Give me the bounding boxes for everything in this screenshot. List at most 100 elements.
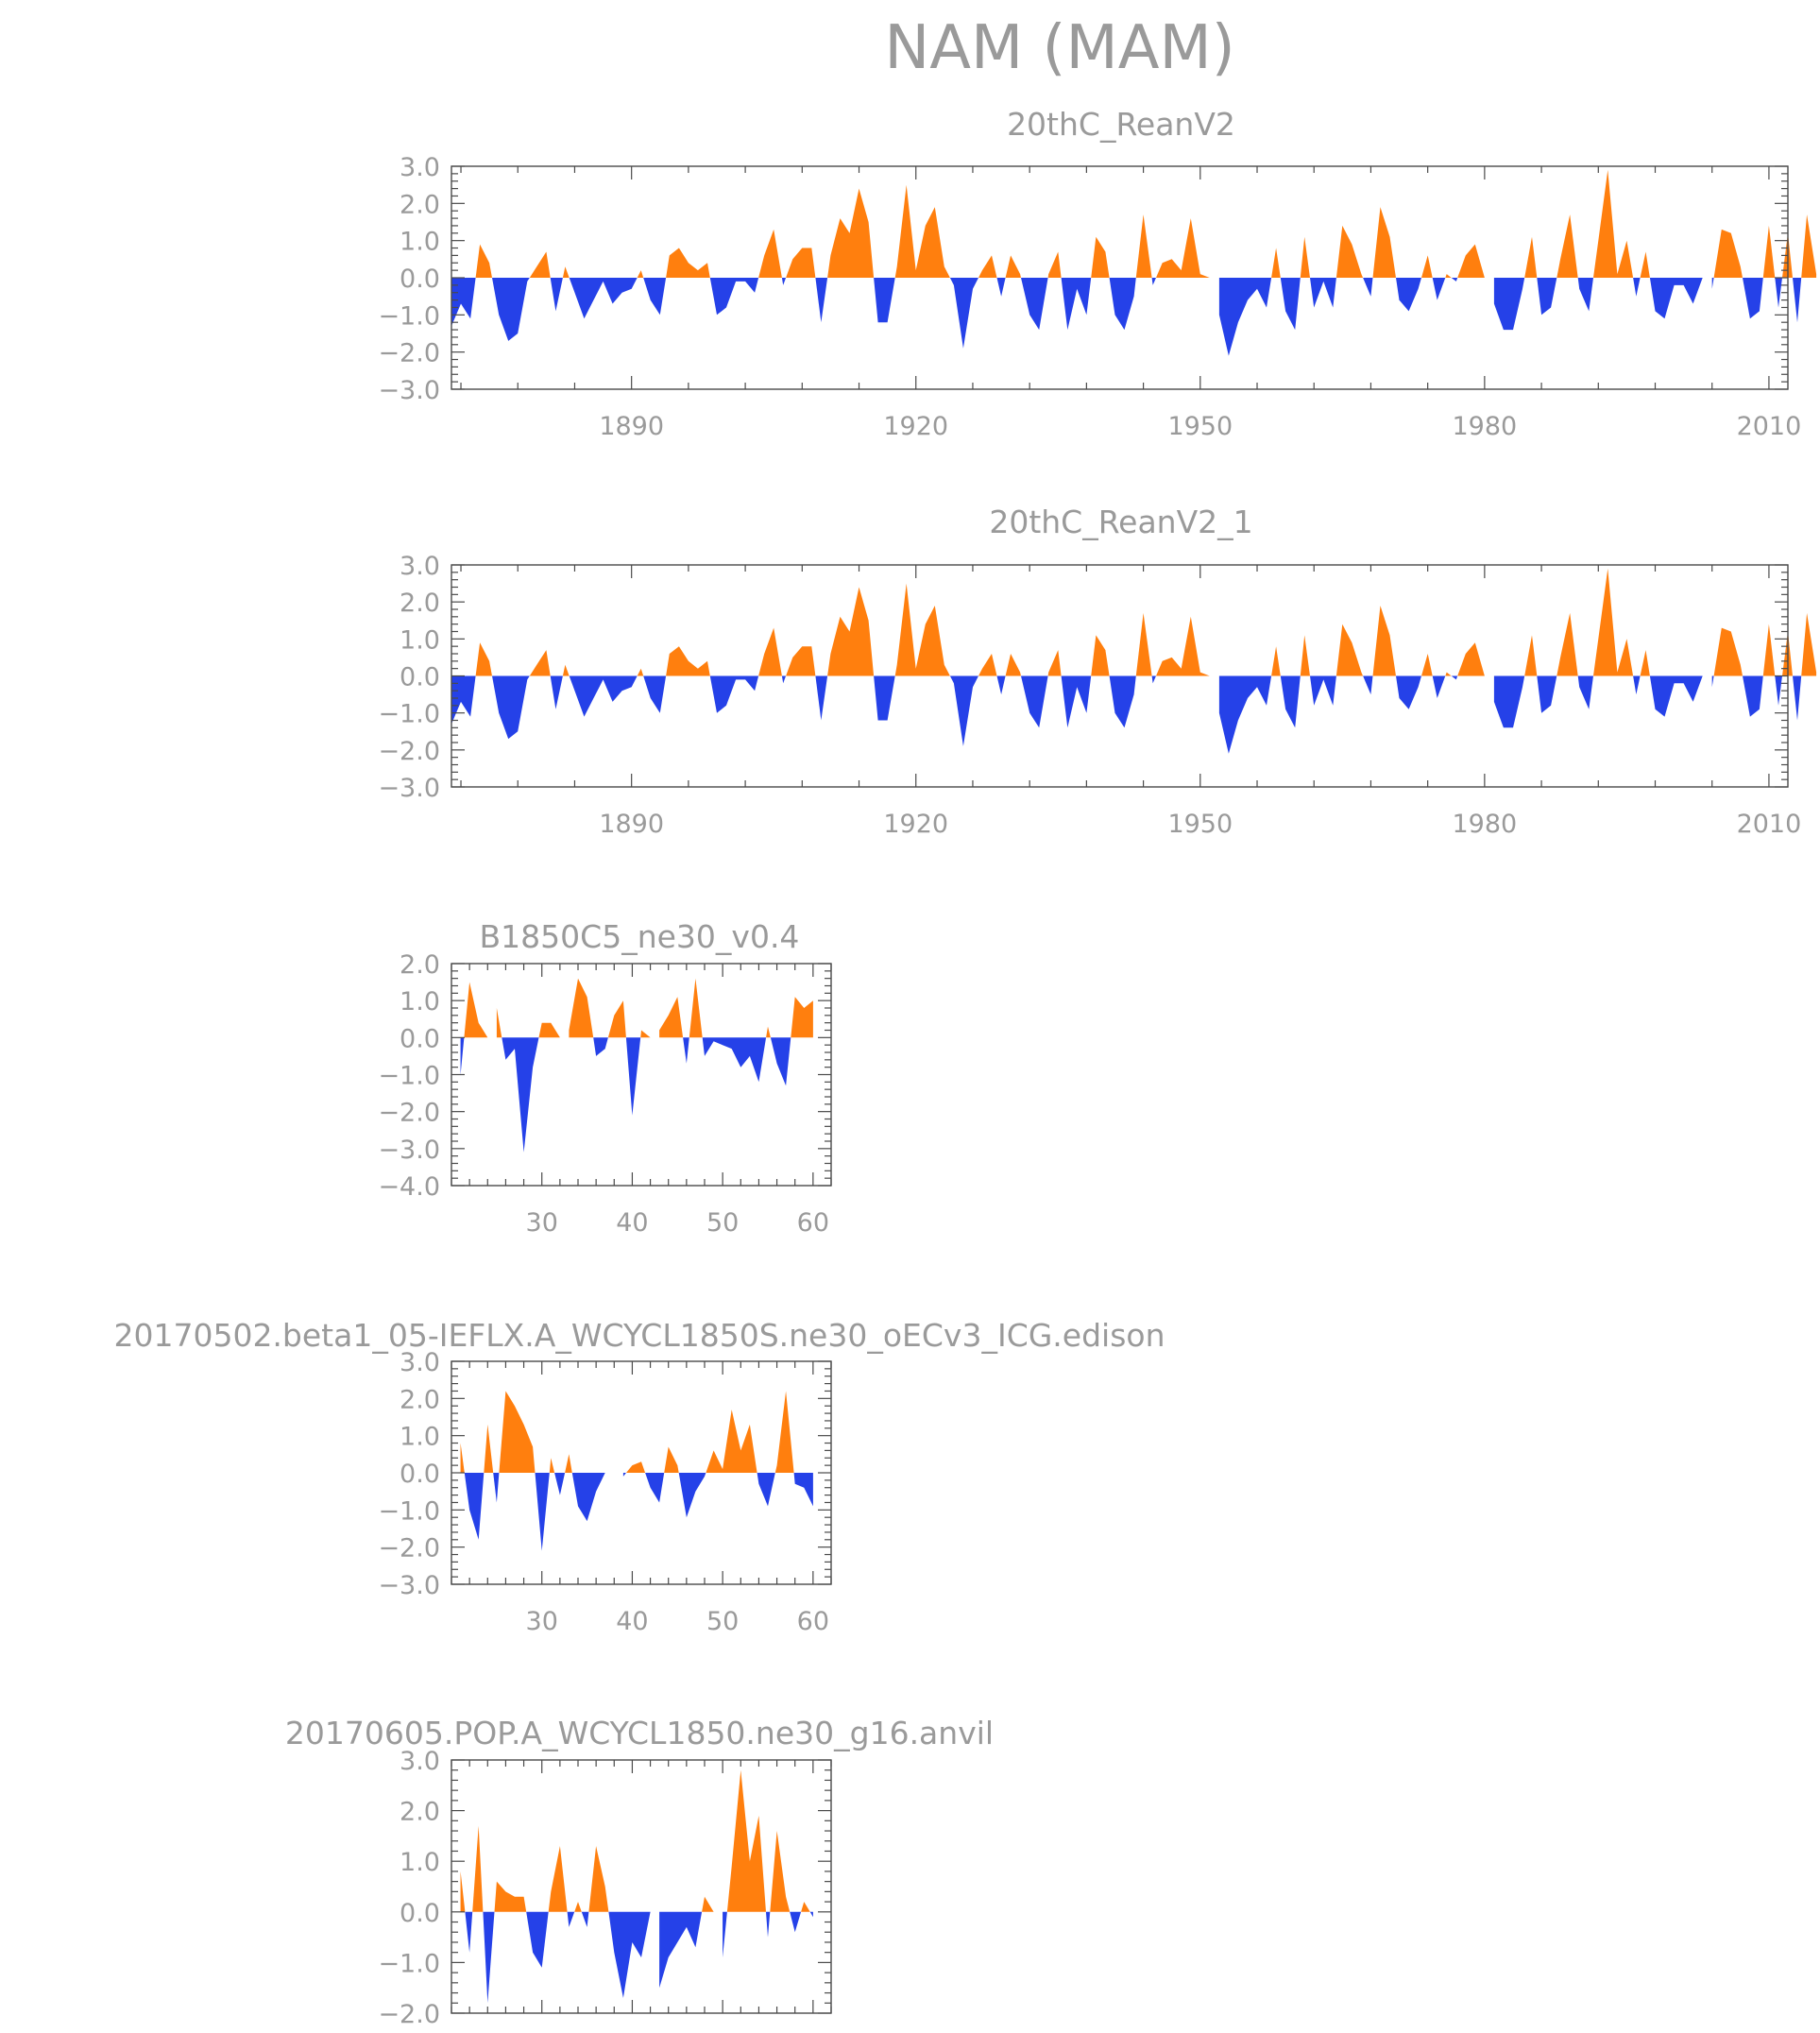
negative-area [1493, 278, 1525, 331]
negative-area [1649, 675, 1703, 717]
positive-area [659, 997, 684, 1038]
y-tick-label: 0.0 [400, 1024, 440, 1053]
y-tick-label: −1.0 [378, 301, 440, 331]
panel-title: 20thC_ReanV2 [1007, 106, 1235, 143]
negative-area [1711, 278, 1714, 289]
y-tick-label: −1.0 [378, 700, 440, 729]
y-tick-label: 2.0 [400, 1385, 440, 1414]
negative-area [1493, 675, 1525, 728]
positive-area [726, 1769, 766, 1912]
negative-area [683, 1037, 689, 1064]
positive-area [549, 1458, 555, 1473]
positive-area [1005, 654, 1021, 676]
positive-area [529, 650, 551, 676]
negative-area [625, 1037, 641, 1116]
negative-area [1649, 278, 1703, 319]
positive-area [666, 248, 710, 278]
positive-area [1801, 612, 1817, 676]
positive-area [494, 1881, 527, 1912]
x-tick-label: 30 [526, 1607, 558, 1636]
figure-title: NAM (MAM) [884, 13, 1234, 83]
negative-area [996, 675, 1006, 695]
negative-area [581, 1911, 589, 1927]
positive-area [1005, 255, 1021, 278]
positive-area [499, 1391, 536, 1473]
positive-area [1421, 654, 1433, 676]
x-tick-label: 1890 [599, 412, 664, 441]
negative-area [1793, 675, 1802, 721]
panel-title: 20170502.beta1_05-IEFLX.A_WCYCL1850S.ne3… [113, 1317, 1165, 1354]
positive-area [827, 587, 875, 676]
x-tick-label: 1920 [883, 412, 948, 441]
y-tick-label: −3.0 [378, 1136, 440, 1165]
positive-area [758, 627, 782, 676]
positive-area [1457, 642, 1485, 676]
negative-area [1396, 675, 1421, 709]
positive-area [1421, 255, 1433, 278]
negative-area [465, 1911, 473, 1953]
negative-area [550, 675, 563, 709]
y-tick-label: −2.0 [378, 737, 440, 766]
positive-area [460, 1871, 466, 1912]
panel-title: 20170605.POP.A_WCYCL1850.ne30_g16.anvil [285, 1715, 994, 1751]
negative-area [709, 278, 759, 316]
negative-area [535, 1473, 550, 1551]
positive-area [496, 1008, 502, 1038]
x-tick-label: 30 [526, 1208, 558, 1238]
positive-area [1300, 236, 1310, 278]
negative-area [569, 675, 638, 717]
plot-frame [451, 963, 832, 1187]
y-tick-label: −1.0 [378, 1949, 440, 1978]
negative-area [1577, 675, 1593, 709]
positive-area [978, 255, 997, 278]
y-tick-label: 1.0 [400, 625, 440, 655]
y-tick-label: 1.0 [400, 228, 440, 257]
negative-area [1537, 675, 1557, 713]
positive-area [786, 248, 816, 278]
y-tick-label: −4.0 [378, 1172, 440, 1202]
negative-area [809, 1911, 813, 1918]
positive-area [1372, 606, 1396, 676]
negative-area [766, 1911, 771, 1938]
positive-area [1457, 244, 1485, 278]
negative-area [554, 1473, 566, 1495]
negative-area [1775, 675, 1782, 706]
positive-area [1556, 214, 1578, 278]
negative-area [1151, 278, 1156, 285]
negative-area [770, 1037, 791, 1086]
negative-area [1711, 675, 1714, 688]
panel-title: 20thC_ReanV2_1 [989, 504, 1252, 540]
negative-area [1396, 278, 1421, 312]
negative-area [874, 278, 895, 323]
positive-area [791, 997, 813, 1038]
y-tick-label: 2.0 [400, 950, 440, 980]
y-tick-label: −2.0 [378, 2000, 440, 2029]
x-tick-label: 40 [616, 1607, 648, 1636]
positive-area [666, 646, 710, 676]
negative-area [781, 675, 787, 684]
negative-area [483, 1911, 495, 2004]
panel-title: B1850C5_ne30_v0.4 [480, 918, 800, 955]
positive-area [1713, 229, 1743, 278]
positive-area [1762, 624, 1776, 676]
x-tick-label: 2010 [1737, 412, 1802, 441]
y-tick-label: 2.0 [400, 190, 440, 219]
panel-20thc-reanv2-1: 20thC_ReanV2_1 −3.0 −2.0 −1.0 0.0 1.0 2.0 3.0 1… [378, 504, 1817, 839]
positive-area [1271, 248, 1281, 278]
panel-20thc-reanv2: 20thC_ReanV2 −3.0 −2.0 −1.0 0.0 1.0 2.0 3.0 189… [378, 106, 1817, 441]
negative-area [1109, 675, 1136, 728]
positive-area [475, 642, 492, 676]
positive-area [1801, 214, 1817, 278]
positive-area [894, 184, 950, 278]
positive-area [1640, 251, 1650, 278]
negative-area [1218, 675, 1272, 754]
negative-area [451, 675, 476, 725]
negative-area [492, 675, 530, 740]
negative-area [643, 675, 667, 713]
positive-area [664, 1446, 679, 1473]
positive-area [1047, 251, 1062, 278]
positive-area [637, 668, 644, 676]
positive-area [1556, 612, 1578, 676]
x-tick-label: 60 [797, 1208, 829, 1238]
